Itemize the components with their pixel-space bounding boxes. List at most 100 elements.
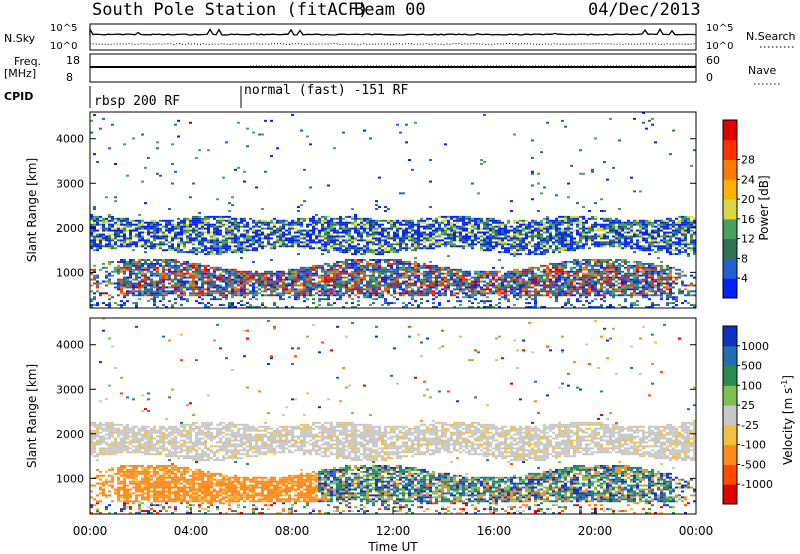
range-gate-cell	[177, 290, 180, 293]
range-gate-cell	[267, 284, 270, 287]
range-gate-cell	[528, 249, 531, 252]
range-gate-cell	[504, 247, 507, 250]
range-gate-cell	[255, 290, 258, 293]
range-gate-cell	[198, 296, 201, 299]
range-gate-cell	[492, 227, 495, 230]
range-gate-cell	[180, 278, 183, 281]
range-gate-cell	[360, 217, 363, 220]
range-gate-cell	[513, 268, 516, 271]
range-gate-cell	[282, 237, 285, 240]
range-gate-cell	[477, 302, 480, 305]
range-gate-cell	[366, 233, 369, 236]
range-gate-cell	[405, 221, 408, 224]
range-gate-cell	[513, 231, 516, 234]
range-gate-cell	[129, 221, 132, 224]
range-gate-cell	[579, 286, 582, 289]
range-gate-cell	[363, 229, 366, 232]
range-gate-cell	[276, 276, 279, 279]
range-gate-cell	[486, 272, 489, 275]
range-gate-cell	[291, 284, 294, 287]
range-gate-cell	[300, 288, 303, 291]
range-gate-cell	[504, 272, 507, 275]
range-gate-cell	[345, 276, 348, 279]
range-gate-cell	[579, 223, 582, 226]
range-gate-cell	[573, 243, 576, 246]
range-gate-cell	[366, 294, 369, 297]
range-gate-cell	[324, 233, 327, 236]
range-gate-cell	[324, 221, 327, 224]
range-gate-cell	[558, 229, 561, 232]
range-gate-cell	[378, 294, 381, 297]
range-gate-cell	[222, 292, 225, 295]
range-gate-cell	[573, 229, 576, 232]
range-gate-cell	[330, 294, 333, 297]
range-gate-cell	[543, 225, 546, 228]
range-gate-cell	[516, 298, 519, 301]
range-gate-cell	[186, 231, 189, 234]
range-gate-cell	[528, 268, 531, 271]
range-gate-cell	[354, 259, 357, 261]
range-gate-cell	[459, 245, 462, 248]
range-gate-cell	[213, 239, 216, 242]
range-gate-cell	[537, 233, 540, 236]
range-gate-cell	[354, 217, 357, 220]
range-gate-cell	[315, 221, 318, 224]
range-gate-cell	[216, 227, 219, 230]
range-gate-cell	[399, 247, 402, 250]
range-gate-cell	[582, 243, 585, 246]
range-gate-cell	[606, 225, 609, 228]
range-gate-cell	[510, 225, 513, 228]
range-gate-cell	[174, 225, 177, 228]
range-gate-cell	[588, 262, 591, 265]
range-gate-cell	[513, 253, 516, 256]
range-gate-cell	[123, 276, 126, 279]
range-gate-cell	[321, 286, 324, 289]
range-gate-cell	[432, 219, 435, 222]
range-gate-cell	[438, 282, 441, 285]
range-gate-cell	[204, 221, 207, 224]
range-gate-cell	[426, 288, 429, 291]
range-gate-cell	[171, 304, 174, 307]
range-gate-cell	[309, 241, 312, 244]
range-gate-cell	[324, 241, 327, 244]
range-gate-cell	[393, 290, 396, 293]
range-gate-cell	[99, 219, 102, 222]
range-gate-cell	[180, 304, 183, 307]
range-gate-cell	[474, 282, 477, 285]
range-gate-cell	[585, 219, 588, 222]
range-gate-cell	[462, 274, 465, 277]
range-gate-cell	[462, 288, 465, 291]
range-gate-cell	[282, 298, 285, 301]
range-gate-cell	[561, 294, 564, 297]
range-gate-cell	[141, 284, 144, 287]
range-gate-cell	[606, 178, 609, 181]
range-gate-cell	[381, 227, 384, 230]
range-gate-cell	[456, 282, 459, 285]
range-gate-cell	[312, 217, 315, 220]
range-gate-cell	[612, 231, 615, 234]
range-gate-cell	[291, 268, 294, 271]
range-gate-cell	[480, 249, 483, 252]
range-gate-cell	[474, 298, 477, 301]
range-gate-cell	[375, 229, 378, 232]
range-gate-cell	[477, 219, 480, 222]
range-gate-cell	[450, 282, 453, 285]
range-gate-cell	[567, 231, 570, 234]
range-gate-cell	[129, 262, 132, 265]
range-gate-cell	[345, 223, 348, 226]
range-gate-cell	[378, 227, 381, 230]
range-gate-cell	[258, 284, 261, 287]
nsky-frame	[89, 23, 697, 51]
range-gate-cell	[129, 290, 132, 293]
range-gate-cell	[126, 280, 129, 283]
range-gate-cell	[186, 298, 189, 301]
range-gate-cell	[291, 282, 294, 285]
range-gate-cell	[609, 304, 612, 307]
range-gate-cell	[600, 245, 603, 248]
range-gate-cell	[99, 227, 102, 230]
range-gate-cell	[213, 282, 216, 285]
range-gate-cell	[501, 239, 504, 242]
range-gate-cell	[378, 292, 381, 295]
range-gate-cell	[558, 292, 561, 295]
range-gate-cell	[333, 237, 336, 240]
